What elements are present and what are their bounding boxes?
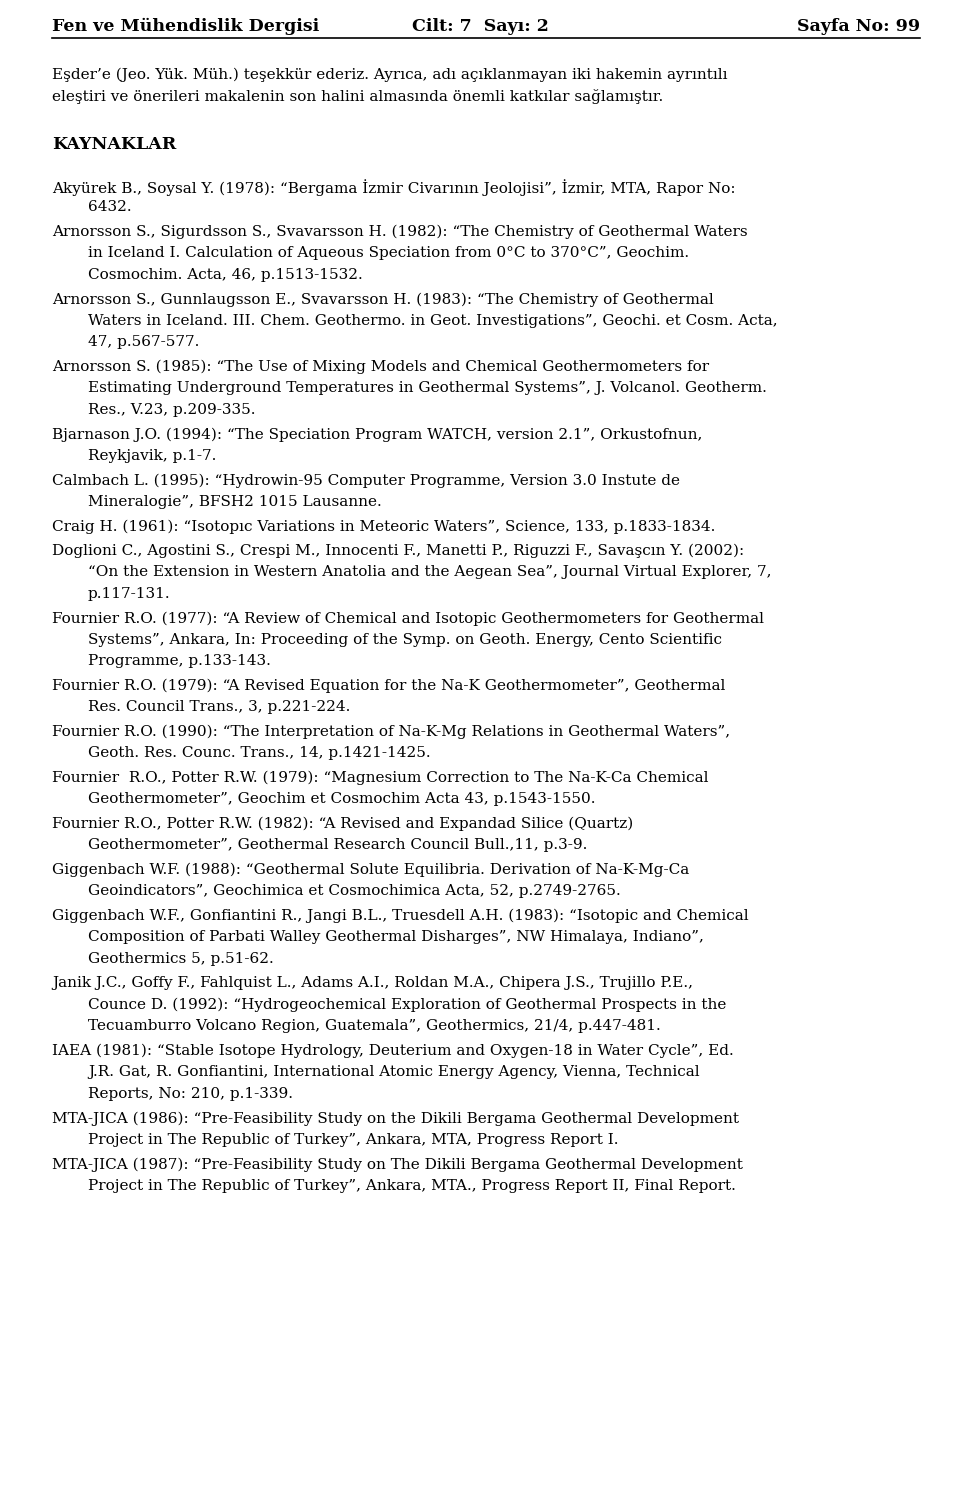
Text: p.117-131.: p.117-131. bbox=[88, 586, 171, 601]
Text: Res., V.23, p.209-335.: Res., V.23, p.209-335. bbox=[88, 403, 255, 416]
Text: Giggenbach W.F., Gonfiantini R., Jangi B.L., Truesdell A.H. (1983): “Isotopic an: Giggenbach W.F., Gonfiantini R., Jangi B… bbox=[52, 909, 749, 924]
Text: Geoindicators”, Geochimica et Cosmochimica Acta, 52, p.2749-2765.: Geoindicators”, Geochimica et Cosmochimi… bbox=[88, 885, 621, 898]
Text: eleştiri ve önerileri makalenin son halini almasında önemli katkılar sağlamıştır: eleştiri ve önerileri makalenin son hali… bbox=[52, 90, 663, 104]
Text: in Iceland I. Calculation of Aqueous Speciation from 0°C to 370°C”, Geochim.: in Iceland I. Calculation of Aqueous Spe… bbox=[88, 246, 689, 260]
Text: Geoth. Res. Counc. Trans., 14, p.1421-1425.: Geoth. Res. Counc. Trans., 14, p.1421-14… bbox=[88, 746, 431, 761]
Text: Project in The Republic of Turkey”, Ankara, MTA, Progress Report I.: Project in The Republic of Turkey”, Anka… bbox=[88, 1132, 618, 1147]
Text: Geothermometer”, Geothermal Research Council Bull.,11, p.3-9.: Geothermometer”, Geothermal Research Cou… bbox=[88, 839, 588, 852]
Text: Arnorsson S., Gunnlaugsson E., Svavarsson H. (1983): “The Chemistry of Geotherma: Arnorsson S., Gunnlaugsson E., Svavarsso… bbox=[52, 292, 713, 307]
Text: Arnorsson S. (1985): “The Use of Mixing Models and Chemical Geothermometers for: Arnorsson S. (1985): “The Use of Mixing … bbox=[52, 360, 709, 374]
Text: Tecuamburro Volcano Region, Guatemala”, Geothermics, 21/4, p.447-481.: Tecuamburro Volcano Region, Guatemala”, … bbox=[88, 1019, 660, 1034]
Text: Fen ve Mühendislik Dergisi: Fen ve Mühendislik Dergisi bbox=[52, 18, 320, 36]
Text: Estimating Underground Temperatures in Geothermal Systems”, J. Volcanol. Geother: Estimating Underground Temperatures in G… bbox=[88, 382, 767, 395]
Text: Fournier  R.O., Potter R.W. (1979): “Magnesium Correction to The Na-K-Ca Chemica: Fournier R.O., Potter R.W. (1979): “Magn… bbox=[52, 771, 708, 785]
Text: Mineralogie”, BFSH2 1015 Lausanne.: Mineralogie”, BFSH2 1015 Lausanne. bbox=[88, 495, 382, 509]
Text: Calmbach L. (1995): “Hydrowin-95 Computer Programme, Version 3.0 Instute de: Calmbach L. (1995): “Hydrowin-95 Compute… bbox=[52, 473, 680, 488]
Text: Fournier R.O. (1979): “A Revised Equation for the Na-K Geothermometer”, Geotherm: Fournier R.O. (1979): “A Revised Equatio… bbox=[52, 679, 726, 694]
Text: Fournier R.O. (1977): “A Review of Chemical and Isotopic Geothermometers for Geo: Fournier R.O. (1977): “A Review of Chemi… bbox=[52, 612, 764, 625]
Text: 47, p.567-577.: 47, p.567-577. bbox=[88, 336, 200, 349]
Text: Cilt: 7  Sayı: 2: Cilt: 7 Sayı: 2 bbox=[412, 18, 548, 34]
Text: Bjarnason J.O. (1994): “The Speciation Program WATCH, version 2.1”, Orkustofnun,: Bjarnason J.O. (1994): “The Speciation P… bbox=[52, 427, 703, 442]
Text: Craig H. (1961): “Isotopıc Variations in Meteoric Waters”, Science, 133, p.1833-: Craig H. (1961): “Isotopıc Variations in… bbox=[52, 519, 715, 534]
Text: Doglioni C., Agostini S., Crespi M., Innocenti F., Manetti P., Riguzzi F., Savaş: Doglioni C., Agostini S., Crespi M., Inn… bbox=[52, 543, 744, 558]
Text: Geothermics 5, p.51-62.: Geothermics 5, p.51-62. bbox=[88, 952, 274, 965]
Text: “On the Extension in Western Anatolia and the Aegean Sea”, Journal Virtual Explo: “On the Extension in Western Anatolia an… bbox=[88, 565, 772, 579]
Text: Giggenbach W.F. (1988): “Geothermal Solute Equilibria. Derivation of Na-K-Mg-Ca: Giggenbach W.F. (1988): “Geothermal Solu… bbox=[52, 862, 689, 877]
Text: Waters in Iceland. III. Chem. Geothermo. in Geot. Investigations”, Geochi. et Co: Waters in Iceland. III. Chem. Geothermo.… bbox=[88, 313, 778, 328]
Text: Composition of Parbati Walley Geothermal Disharges”, NW Himalaya, Indiano”,: Composition of Parbati Walley Geothermal… bbox=[88, 930, 704, 944]
Text: Geothermometer”, Geochim et Cosmochim Acta 43, p.1543-1550.: Geothermometer”, Geochim et Cosmochim Ac… bbox=[88, 792, 595, 806]
Text: Fournier R.O., Potter R.W. (1982): “A Revised and Expandad Silice (Quartz): Fournier R.O., Potter R.W. (1982): “A Re… bbox=[52, 816, 634, 831]
Text: Systems”, Ankara, In: Proceeding of the Symp. on Geoth. Energy, Cento Scientific: Systems”, Ankara, In: Proceeding of the … bbox=[88, 633, 722, 646]
Text: Akyürek B., Soysal Y. (1978): “Bergama İzmir Civarının Jeolojisi”, İzmir, MTA, R: Akyürek B., Soysal Y. (1978): “Bergama İ… bbox=[52, 179, 735, 195]
Text: Counce D. (1992): “Hydrogeochemical Exploration of Geothermal Prospects in the: Counce D. (1992): “Hydrogeochemical Expl… bbox=[88, 998, 727, 1012]
Text: IAEA (1981): “Stable Isotope Hydrology, Deuterium and Oxygen-18 in Water Cycle”,: IAEA (1981): “Stable Isotope Hydrology, … bbox=[52, 1044, 733, 1058]
Text: KAYNAKLAR: KAYNAKLAR bbox=[52, 136, 177, 152]
Text: J.R. Gat, R. Gonfiantini, International Atomic Energy Agency, Vienna, Technical: J.R. Gat, R. Gonfiantini, International … bbox=[88, 1065, 700, 1079]
Text: Eşder’e (Jeo. Yük. Müh.) teşekkür ederiz. Ayrıca, adı açıklanmayan iki hakemin a: Eşder’e (Jeo. Yük. Müh.) teşekkür ederiz… bbox=[52, 69, 728, 82]
Text: Reports, No: 210, p.1-339.: Reports, No: 210, p.1-339. bbox=[88, 1086, 293, 1101]
Text: Programme, p.133-143.: Programme, p.133-143. bbox=[88, 655, 271, 668]
Text: MTA-JICA (1987): “Pre-Feasibility Study on The Dikili Bergama Geothermal Develop: MTA-JICA (1987): “Pre-Feasibility Study … bbox=[52, 1158, 743, 1171]
Text: Reykjavik, p.1-7.: Reykjavik, p.1-7. bbox=[88, 449, 216, 463]
Text: Res. Council Trans., 3, p.221-224.: Res. Council Trans., 3, p.221-224. bbox=[88, 700, 350, 715]
Text: 6432.: 6432. bbox=[88, 200, 132, 215]
Text: Sayfa No: 99: Sayfa No: 99 bbox=[797, 18, 920, 34]
Text: Fournier R.O. (1990): “The Interpretation of Na-K-Mg Relations in Geothermal Wat: Fournier R.O. (1990): “The Interpretatio… bbox=[52, 725, 731, 739]
Text: Arnorsson S., Sigurdsson S., Svavarsson H. (1982): “The Chemistry of Geothermal : Arnorsson S., Sigurdsson S., Svavarsson … bbox=[52, 225, 748, 239]
Text: MTA-JICA (1986): “Pre-Feasibility Study on the Dikili Bergama Geothermal Develop: MTA-JICA (1986): “Pre-Feasibility Study … bbox=[52, 1112, 739, 1125]
Text: Cosmochim. Acta, 46, p.1513-1532.: Cosmochim. Acta, 46, p.1513-1532. bbox=[88, 267, 363, 282]
Text: Project in The Republic of Turkey”, Ankara, MTA., Progress Report II, Final Repo: Project in The Republic of Turkey”, Anka… bbox=[88, 1179, 736, 1192]
Text: Janik J.C., Goffy F., Fahlquist L., Adams A.I., Roldan M.A., Chipera J.S., Truji: Janik J.C., Goffy F., Fahlquist L., Adam… bbox=[52, 976, 693, 991]
